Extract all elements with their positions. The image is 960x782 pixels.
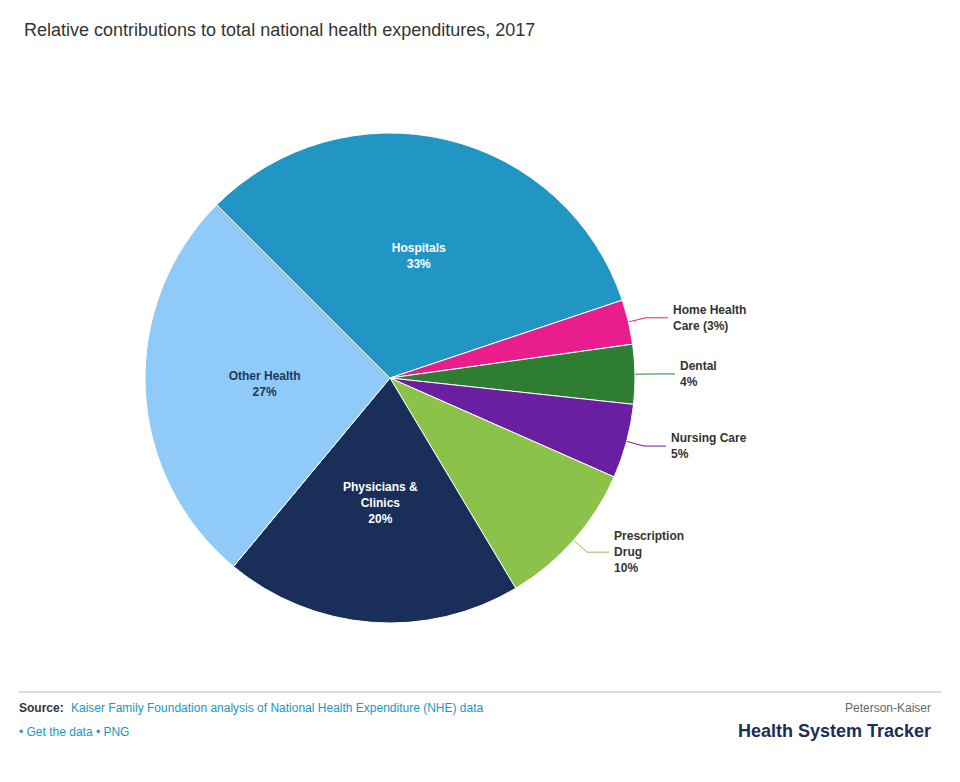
svg-text:5%: 5% bbox=[671, 447, 689, 461]
svg-text:• Get the data • PNG: • Get the data • PNG bbox=[19, 725, 129, 739]
svg-text:4%: 4% bbox=[680, 375, 698, 389]
svg-text:Dental: Dental bbox=[680, 359, 717, 373]
svg-text:Other Health: Other Health bbox=[229, 369, 301, 383]
svg-text:Nursing Care: Nursing Care bbox=[671, 431, 747, 445]
svg-text:Kaiser Family Foundation analy: Kaiser Family Foundation analysis of Nat… bbox=[71, 701, 484, 715]
svg-text:Prescription: Prescription bbox=[614, 529, 684, 543]
svg-text:27%: 27% bbox=[253, 385, 277, 399]
svg-text:Peterson-Kaiser: Peterson-Kaiser bbox=[845, 701, 931, 715]
svg-text:Relative contributions to tota: Relative contributions to total national… bbox=[24, 20, 535, 40]
svg-text:Hospitals: Hospitals bbox=[392, 241, 446, 255]
svg-text:Physicians &: Physicians & bbox=[343, 480, 418, 494]
svg-text:Drug: Drug bbox=[614, 545, 642, 559]
svg-text:Clinics: Clinics bbox=[361, 496, 401, 510]
svg-text:33%: 33% bbox=[407, 257, 431, 271]
svg-text:Care (3%): Care (3%) bbox=[673, 319, 728, 333]
svg-text:Source:: Source: bbox=[19, 701, 67, 715]
svg-text:20%: 20% bbox=[368, 512, 392, 526]
svg-text:10%: 10% bbox=[614, 561, 638, 575]
svg-text:Home Health: Home Health bbox=[673, 303, 746, 317]
svg-text:Health System Tracker: Health System Tracker bbox=[738, 721, 931, 741]
